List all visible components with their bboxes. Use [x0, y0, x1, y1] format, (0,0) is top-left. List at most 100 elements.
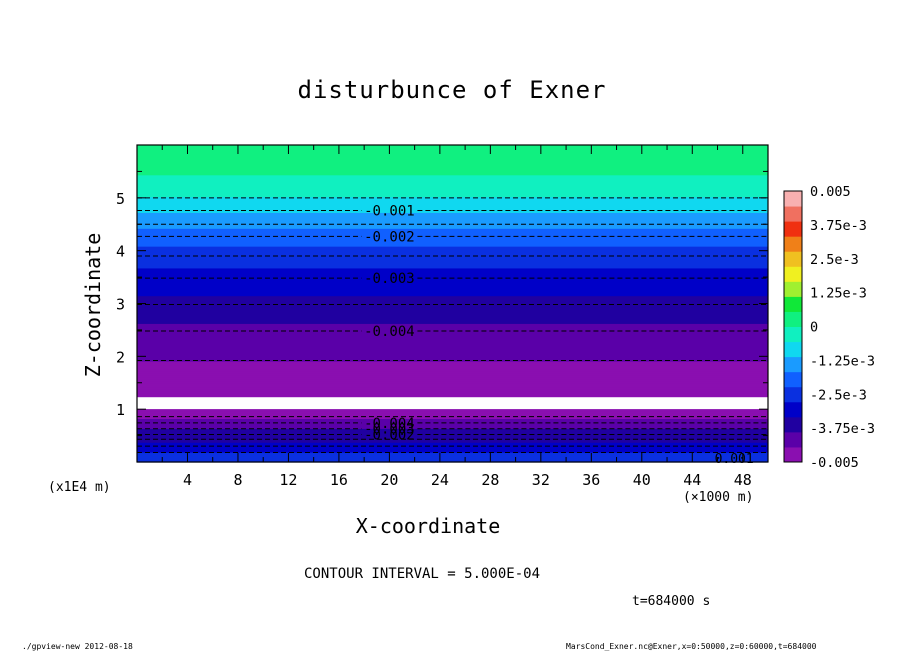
fill-band [137, 192, 768, 196]
colorbar-swatch [784, 446, 802, 463]
colorbar-swatch [784, 311, 802, 327]
fill-band [137, 331, 768, 334]
fill-band [137, 454, 768, 457]
x-axis-label: X-coordinate [355, 514, 501, 538]
fill-band [137, 384, 768, 388]
colorbar-swatch [784, 191, 802, 207]
fill-band [137, 182, 768, 186]
colorbar-swatch [784, 326, 802, 343]
fill-band [137, 398, 768, 402]
y-tick-label: 1 [116, 401, 125, 419]
colorbar-swatch [784, 281, 802, 297]
colorbar-swatch [784, 401, 802, 418]
fill-band [137, 347, 768, 350]
colorbar-swatch [784, 356, 802, 373]
fill-band [137, 458, 768, 461]
fill-band [137, 267, 768, 271]
x-tick-label: 8 [233, 471, 242, 489]
colorbar-swatch [784, 266, 802, 282]
fill-band [137, 362, 768, 366]
colorbar-label: 1.25e-3 [810, 286, 867, 302]
fill-band [137, 426, 768, 429]
fill-band [137, 410, 768, 414]
fill-band [137, 339, 768, 342]
fill-band [137, 275, 768, 279]
x-tick-label: 24 [431, 471, 449, 489]
fill-band [137, 160, 768, 164]
footer-right: MarsCond_Exner.nc@Exner,x=0:50000,z=0:60… [566, 642, 817, 651]
fill-band [137, 406, 768, 410]
fill-band [137, 204, 768, 208]
fill-band [137, 370, 768, 374]
colorbar-swatch [784, 386, 802, 403]
fill-band [137, 242, 768, 245]
fill-band [137, 263, 768, 267]
fill-band [137, 396, 768, 400]
fill-band [137, 279, 768, 283]
y-axis-label: Z-coordinate [81, 232, 105, 378]
fill-band [137, 442, 768, 445]
contour-label: -0.002 [364, 229, 415, 245]
fill-band [137, 327, 768, 330]
fill-band [137, 386, 768, 390]
fill-band [137, 448, 768, 451]
contour-label: -0.003 [364, 271, 415, 287]
colorbar-label: 0.005 [810, 184, 851, 200]
fill-band [137, 158, 768, 162]
fill-band [137, 255, 768, 259]
colorbar-label: -1.25e-3 [810, 353, 875, 369]
fill-band [137, 430, 768, 433]
axis-ticks [137, 145, 768, 462]
fill-band [137, 273, 768, 277]
colorbar-label: -2.5e-3 [810, 387, 867, 403]
fill-band [137, 216, 768, 219]
fill-band [137, 418, 768, 421]
fill-band [137, 291, 768, 295]
fill-band [137, 200, 768, 204]
fill-band [137, 269, 768, 273]
y-tick-label: 3 [116, 296, 125, 314]
fill-band [137, 311, 768, 315]
fill-band [137, 374, 768, 378]
fill-band [137, 416, 768, 420]
fill-band [137, 285, 768, 289]
fill-band [137, 408, 768, 412]
fill-band [137, 250, 768, 253]
fill-band [137, 321, 768, 324]
time-stamp: t=684000 s [632, 594, 711, 609]
fill-band [137, 178, 768, 182]
contour-label: -0.002 [364, 428, 415, 444]
fill-band [137, 422, 768, 425]
fill-band [137, 145, 768, 148]
fill-band [137, 380, 768, 384]
fill-band [137, 297, 768, 301]
fill-band [137, 323, 768, 326]
fill-band [137, 172, 768, 176]
x-tick-label: 44 [683, 471, 701, 489]
contour-label: -0.004 [364, 324, 415, 340]
fill-band [137, 299, 768, 303]
fill-band [137, 351, 768, 354]
fill-band [137, 376, 768, 380]
fill-band [137, 162, 768, 166]
y-tick-label: 2 [116, 348, 125, 366]
fill-band [137, 382, 768, 386]
x-tick-label: 4 [183, 471, 192, 489]
fill-band [137, 333, 768, 336]
fill-band [137, 244, 768, 247]
colorbar-frame [783, 190, 803, 463]
x-tick-label: 20 [380, 471, 398, 489]
fill-band [137, 307, 768, 311]
colorbar-label: 3.75e-3 [810, 218, 867, 234]
contour-label: -0.001 [364, 204, 415, 220]
colorbar-swatch [784, 296, 802, 312]
fill-band [137, 392, 768, 396]
fill-band [137, 412, 768, 416]
fill-band [137, 277, 768, 281]
y-tick-label: 5 [116, 190, 125, 208]
fill-band [137, 317, 768, 320]
colorbar-swatch [784, 431, 802, 448]
x-tick-label: 40 [633, 471, 651, 489]
fill-band [137, 232, 768, 235]
fill-band [137, 315, 768, 318]
